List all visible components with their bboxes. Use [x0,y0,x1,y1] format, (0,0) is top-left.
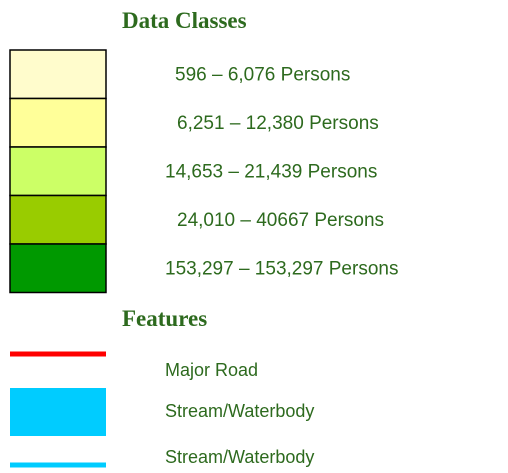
features-title: Features [122,306,207,331]
feature-label: Stream/Waterbody [165,447,314,467]
class-swatch [9,97,107,148]
class-swatch [9,243,107,294]
class-label: 14,653 – 21,439 Persons [165,161,377,182]
class-swatch [9,146,107,197]
feature-label: Major Road [165,360,258,380]
class-label: 6,251 – 12,380 Persons [177,113,379,134]
class-label: 596 – 6,076 Persons [175,64,350,85]
class-swatch [9,194,107,245]
legend-title: Data Classes [122,8,247,33]
feature-swatch [10,388,106,436]
feature-label: Stream/Waterbody [165,401,314,421]
class-label: 153,297 – 153,297 Persons [165,258,398,279]
class-label: 24,010 – 40667 Persons [177,210,384,231]
class-swatch [9,49,107,100]
